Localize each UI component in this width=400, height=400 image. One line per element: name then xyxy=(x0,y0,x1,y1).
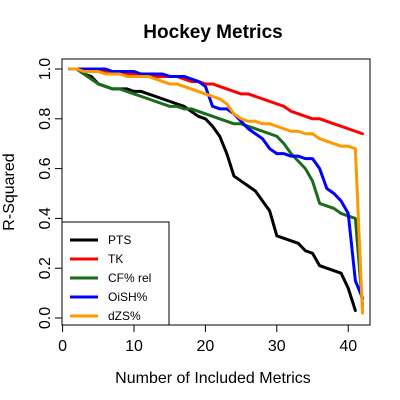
y-axis: 0.0 0.2 0.4 0.6 0.8 1.0 xyxy=(37,58,63,329)
x-tick-label: 30 xyxy=(268,338,286,355)
y-axis-label: R-Squared xyxy=(1,153,18,230)
legend-label: CF% rel xyxy=(108,271,151,285)
x-axis-label: Number of Included Metrics xyxy=(115,370,311,387)
y-tick-label: 0.4 xyxy=(37,207,54,229)
x-axis: 0 10 20 30 40 xyxy=(58,324,357,355)
y-tick-label: 0.2 xyxy=(37,257,54,279)
y-tick-label: 0.6 xyxy=(37,157,54,179)
y-tick-label: 1.0 xyxy=(37,58,54,80)
series-line-dzs xyxy=(68,67,364,315)
legend-label: OiSH% xyxy=(108,290,148,304)
series-line-tk xyxy=(68,67,364,136)
x-tick-label: 10 xyxy=(125,338,143,355)
legend-label: TK xyxy=(108,252,123,266)
series-lines xyxy=(68,67,364,315)
y-tick-label: 0.8 xyxy=(37,108,54,130)
legend-label: dZS% xyxy=(108,309,141,323)
series-line-cf-rel xyxy=(68,67,364,308)
x-tick-label: 20 xyxy=(197,338,215,355)
y-tick-label: 0.0 xyxy=(37,307,54,329)
legend-label: PTS xyxy=(108,233,131,247)
legend: PTS TK CF% rel OiSH% dZS% xyxy=(61,221,170,326)
chart-title: Hockey Metrics xyxy=(143,22,282,43)
x-tick-label: 0 xyxy=(58,338,67,355)
x-tick-label: 40 xyxy=(339,338,357,355)
series-line-oish xyxy=(68,67,364,300)
